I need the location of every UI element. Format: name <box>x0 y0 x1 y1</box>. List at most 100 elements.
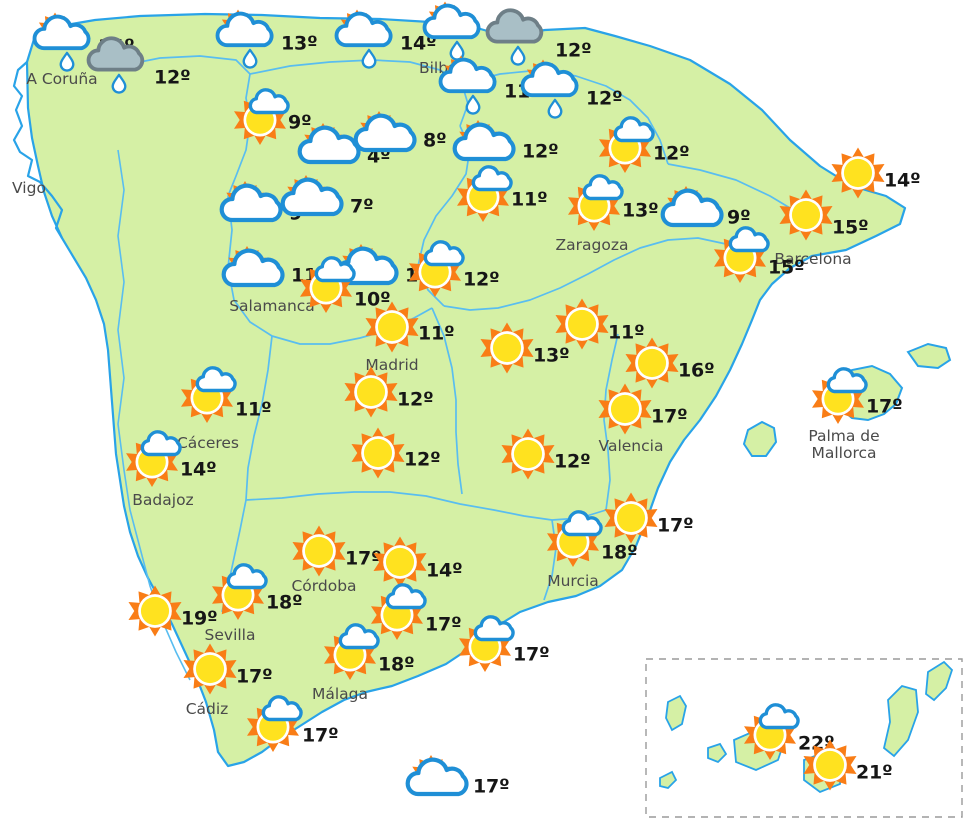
city-label: Córdoba <box>291 577 357 595</box>
temperature-label: 11º <box>235 398 272 421</box>
temperature-label: 13º <box>533 344 570 367</box>
temperature-label: 18º <box>266 591 303 614</box>
la-palma-island <box>665 694 687 732</box>
rain-cloud-icon <box>32 12 99 77</box>
sun-icon <box>552 294 612 354</box>
city-label: Vigo <box>12 179 46 197</box>
temperature-label: 14º <box>180 458 217 481</box>
temperature-label: 17º <box>425 613 462 636</box>
la-gomera-island <box>707 742 728 764</box>
rain-cloud-icon <box>334 9 401 74</box>
sun-with-small-cloud-icon <box>595 116 659 178</box>
temperature-label: 11º <box>511 188 548 211</box>
city-label: Murcia <box>547 572 599 590</box>
sun-with-small-cloud-icon <box>808 367 872 429</box>
temperature-label: 13º <box>622 199 659 222</box>
temperature-label: 16º <box>678 359 715 382</box>
temperature-label: 11º <box>608 321 645 344</box>
sun-with-small-cloud-icon <box>177 366 241 428</box>
sun-with-small-cloud-icon <box>564 174 628 236</box>
temperature-label: 12º <box>522 140 559 163</box>
sun-with-small-cloud-icon <box>455 615 519 677</box>
temperature-label: 14º <box>884 169 921 192</box>
menorca-island <box>906 342 952 370</box>
rain-cloud-icon <box>520 59 587 124</box>
city-label: Salamanca <box>229 297 315 315</box>
temperature-label: 21º <box>856 761 893 784</box>
fuerteventura-island <box>882 684 919 758</box>
temperature-label: 17º <box>866 395 903 418</box>
temperature-label: 12º <box>463 268 500 291</box>
city-label: Palma de Mallorca <box>808 427 880 463</box>
galicia-coast-detail <box>12 61 64 239</box>
temperature-label: 17º <box>473 775 510 798</box>
temperature-label: 17º <box>651 405 688 428</box>
temperature-label: 14º <box>400 32 437 55</box>
temperature-label: 10º <box>354 288 391 311</box>
sun-icon <box>289 521 349 581</box>
city-label: Sevilla <box>204 626 256 644</box>
rain-cloud-icon <box>422 1 489 66</box>
sun-with-small-cloud-icon <box>710 226 774 288</box>
temperature-label: 17º <box>236 665 273 688</box>
temperature-label: 12º <box>554 450 591 473</box>
el-hierro-island <box>659 770 678 789</box>
temperature-label: 17º <box>345 547 382 570</box>
temperature-label: 11º <box>418 322 455 345</box>
temperature-label: 18º <box>601 541 638 564</box>
temperature-label: 9º <box>727 206 751 229</box>
sun-icon <box>498 424 558 484</box>
sun-icon <box>601 488 661 548</box>
temperature-label: 8º <box>423 129 447 152</box>
sun-icon <box>776 185 836 245</box>
sun-with-small-cloud-icon <box>230 88 294 150</box>
canary-inset-frame <box>645 658 963 818</box>
temperature-label: 9º <box>288 111 312 134</box>
temperature-label: 17º <box>302 724 339 747</box>
city-label: Cádiz <box>185 700 229 718</box>
temperature-label: 15º <box>832 216 869 239</box>
sun-with-small-cloud-icon <box>296 256 360 318</box>
temperature-label: 17º <box>513 643 550 666</box>
sun-icon <box>828 143 888 203</box>
temperature-label: 19º <box>181 607 218 630</box>
city-label: Madrid <box>365 356 419 374</box>
sun-icon <box>348 423 408 483</box>
rain-cloud-icon <box>438 55 505 120</box>
sun-with-small-cloud-icon <box>122 430 186 492</box>
sun-with-small-cloud-icon <box>405 240 469 302</box>
temperature-label: 12º <box>653 142 690 165</box>
gray-rain-cloud-icon <box>86 36 153 99</box>
city-label: Cáceres <box>176 434 240 452</box>
temperature-label: 12º <box>404 448 441 471</box>
sun-with-small-cloud-icon <box>453 165 517 227</box>
sun-with-small-cloud-icon <box>243 695 307 757</box>
sun-behind-cloud-icon <box>407 752 479 808</box>
sun-icon <box>800 735 860 795</box>
city-label: Barcelona <box>774 250 852 268</box>
sun-with-small-cloud-icon <box>320 623 384 685</box>
temperature-label: 7º <box>350 195 374 218</box>
temperature-label: 12º <box>154 66 191 89</box>
sun-icon <box>362 297 422 357</box>
temperature-label: 12º <box>586 87 623 110</box>
temperature-label: 17º <box>657 514 694 537</box>
ibiza-island <box>742 420 778 457</box>
sun-behind-cloud-icon <box>355 108 427 164</box>
sun-icon <box>370 532 430 592</box>
sun-with-small-cloud-icon <box>208 563 272 625</box>
temperature-label: 15º <box>768 256 805 279</box>
city-label: Valencia <box>598 437 664 455</box>
sun-icon <box>595 379 655 439</box>
city-label: A Coruña <box>26 70 98 88</box>
temperature-label: 12º <box>397 388 434 411</box>
sun-icon <box>125 581 185 641</box>
sun-icon <box>180 639 240 699</box>
city-label: Málaga <box>311 685 369 703</box>
sun-with-small-cloud-icon <box>543 510 607 572</box>
temperature-label: 12º <box>555 39 592 62</box>
sun-icon <box>341 362 401 422</box>
rain-cloud-icon <box>215 9 282 74</box>
sun-icon <box>477 318 537 378</box>
